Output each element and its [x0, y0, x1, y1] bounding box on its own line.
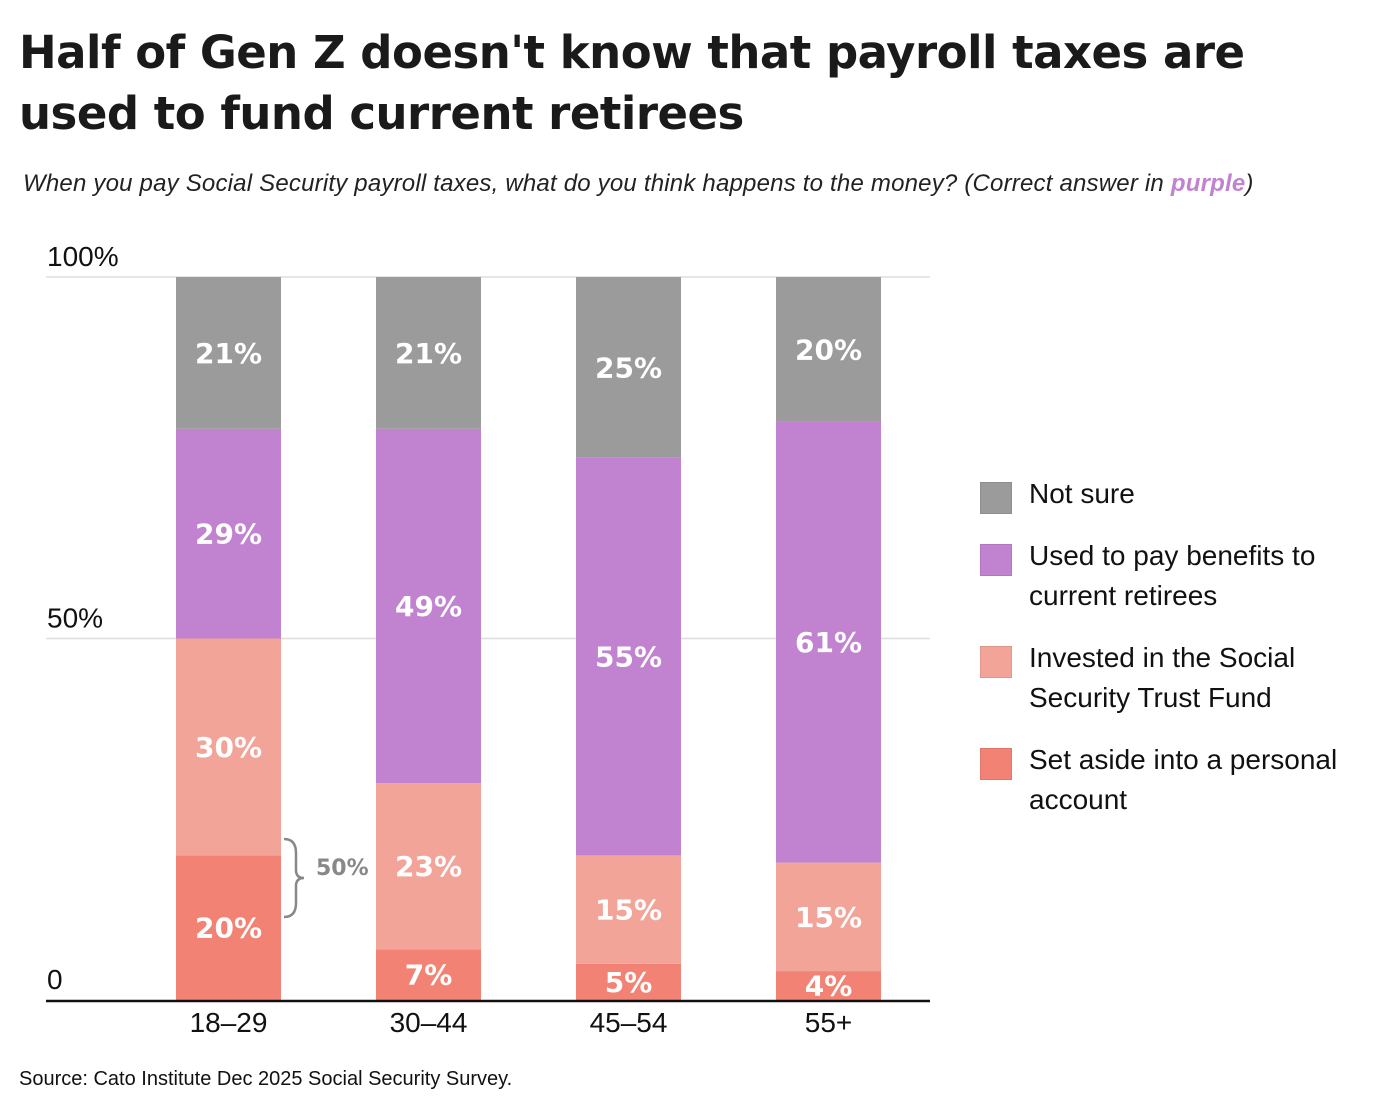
- y-tick-label: 100%: [47, 241, 119, 272]
- legend-item: Invested in the Social Security Trust Fu…: [980, 638, 1380, 718]
- legend-swatch: [980, 482, 1012, 514]
- source-note: Source: Cato Institute Dec 2025 Social S…: [19, 1068, 513, 1090]
- bar-segment: [176, 428, 281, 639]
- data-label: 55%: [595, 641, 662, 674]
- subtitle-highlight: purple: [1170, 170, 1246, 197]
- legend-swatch: [980, 748, 1012, 780]
- data-label: 15%: [595, 894, 662, 927]
- bracket-annotation: [283, 837, 305, 919]
- bar-segment: [776, 862, 881, 972]
- subtitle-suffix: ): [1245, 170, 1254, 197]
- x-tick-label: 55+: [805, 1007, 853, 1038]
- bar-segment: [376, 949, 481, 1000]
- bar-segment: [376, 783, 481, 950]
- legend-label: Used to pay benefits to current retirees: [1029, 540, 1316, 611]
- bar-segment: [576, 963, 681, 1000]
- legend-label: Set aside into a personal account: [1029, 744, 1338, 815]
- bar-segment: [776, 971, 881, 1000]
- data-label: 61%: [795, 626, 862, 659]
- bar-segment: [376, 277, 481, 429]
- bar-segment: [576, 277, 681, 458]
- data-label: 23%: [395, 850, 462, 883]
- bar-segment: [176, 277, 281, 429]
- bar-segment: [576, 855, 681, 964]
- y-tick-label: 50%: [47, 603, 103, 634]
- legend-item: Not sure: [980, 474, 1380, 514]
- data-label: 20%: [795, 333, 862, 366]
- legend-item: Used to pay benefits to current retirees: [980, 536, 1380, 616]
- bracket-annotation-label: 50%: [316, 856, 369, 881]
- y-tick-label: 0: [47, 964, 63, 995]
- bar-segment: [576, 457, 681, 856]
- legend-label: Not sure: [1029, 478, 1135, 509]
- chart-title: Half of Gen Z doesn't know that payroll …: [19, 26, 1245, 140]
- x-tick-label: 18–29: [190, 1007, 268, 1038]
- data-label: 15%: [795, 901, 862, 934]
- data-label: 30%: [195, 731, 262, 764]
- data-label: 21%: [395, 337, 462, 370]
- bar-segment: [376, 428, 481, 784]
- data-label: 7%: [405, 959, 453, 992]
- data-label: 5%: [605, 966, 653, 999]
- bar-segment: [776, 421, 881, 863]
- chart-subtitle: When you pay Social Security payroll tax…: [23, 170, 1254, 198]
- legend-label: Invested in the Social Security Trust Fu…: [1029, 642, 1296, 713]
- data-label: 4%: [805, 970, 853, 1003]
- legend-item: Set aside into a personal account: [980, 740, 1380, 820]
- data-label: 21%: [195, 337, 262, 370]
- data-label: 29%: [195, 518, 262, 551]
- data-label: 25%: [595, 351, 662, 384]
- legend-swatch: [980, 646, 1012, 678]
- x-tick-label: 30–44: [390, 1007, 468, 1038]
- data-label: 20%: [195, 912, 262, 945]
- bar-segment: [176, 855, 281, 1000]
- data-label: 49%: [395, 590, 462, 623]
- subtitle-text: When you pay Social Security payroll tax…: [23, 170, 1171, 197]
- x-tick-label: 45–54: [590, 1007, 668, 1038]
- bar-segment: [176, 638, 281, 856]
- bar-segment: [776, 277, 881, 422]
- legend-swatch: [980, 544, 1012, 576]
- legend: Not sure Used to pay benefits to current …: [980, 474, 1380, 842]
